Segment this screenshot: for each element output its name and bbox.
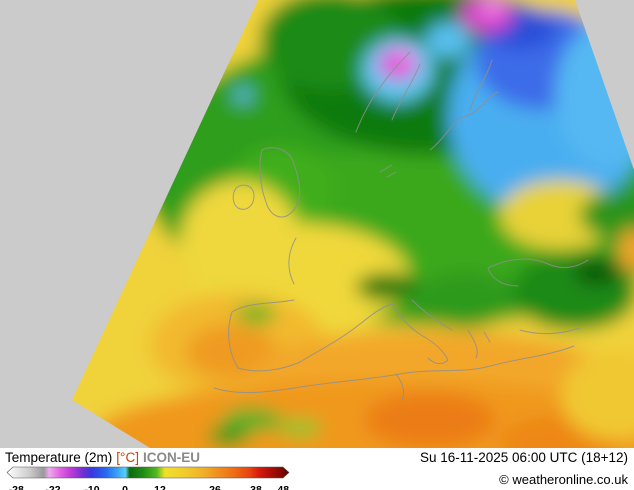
map-area [0, 0, 634, 448]
model-name: ICON-EU [142, 450, 200, 465]
map-caption: Temperature (2m) [°C] ICON-EU [5, 450, 204, 465]
colorbar-tick: 0 [122, 484, 128, 490]
map-title: Temperature (2m) [5, 450, 113, 465]
colorbar-tick: 48 [277, 484, 290, 490]
colorbar-tick: -22 [45, 484, 61, 490]
colorbar-tick: 26 [209, 484, 221, 490]
temperature-map [72, 0, 634, 448]
colorbar-tick: 12 [154, 484, 166, 490]
footer: Temperature (2m) [°C] ICON-EU Su 16-11-202… [0, 448, 634, 490]
copyright: © weatheronline.co.uk [499, 472, 628, 487]
valid-time: Su 16-11-2025 06:00 UTC (18+12) [419, 450, 628, 465]
colorbar-tick: -28 [8, 484, 24, 490]
coastlines [213, 51, 589, 401]
colorbar: -28 -22 -10 0 12 26 38 48 [6, 466, 290, 490]
footer-scale-row: -28 -22 -10 0 12 26 38 48 © weatheronline.co.uk [0, 465, 634, 490]
footer-caption-row: Temperature (2m) [°C] ICON-EU Su 16-11-202… [0, 448, 634, 465]
colorbar-tick: -10 [84, 484, 100, 490]
colorbar-ticks: -28 -22 -10 0 12 26 38 48 [6, 484, 290, 490]
colorbar-gradient [6, 466, 290, 479]
unit-label: [°C] [116, 450, 139, 465]
colorbar-tick: 38 [250, 484, 262, 490]
